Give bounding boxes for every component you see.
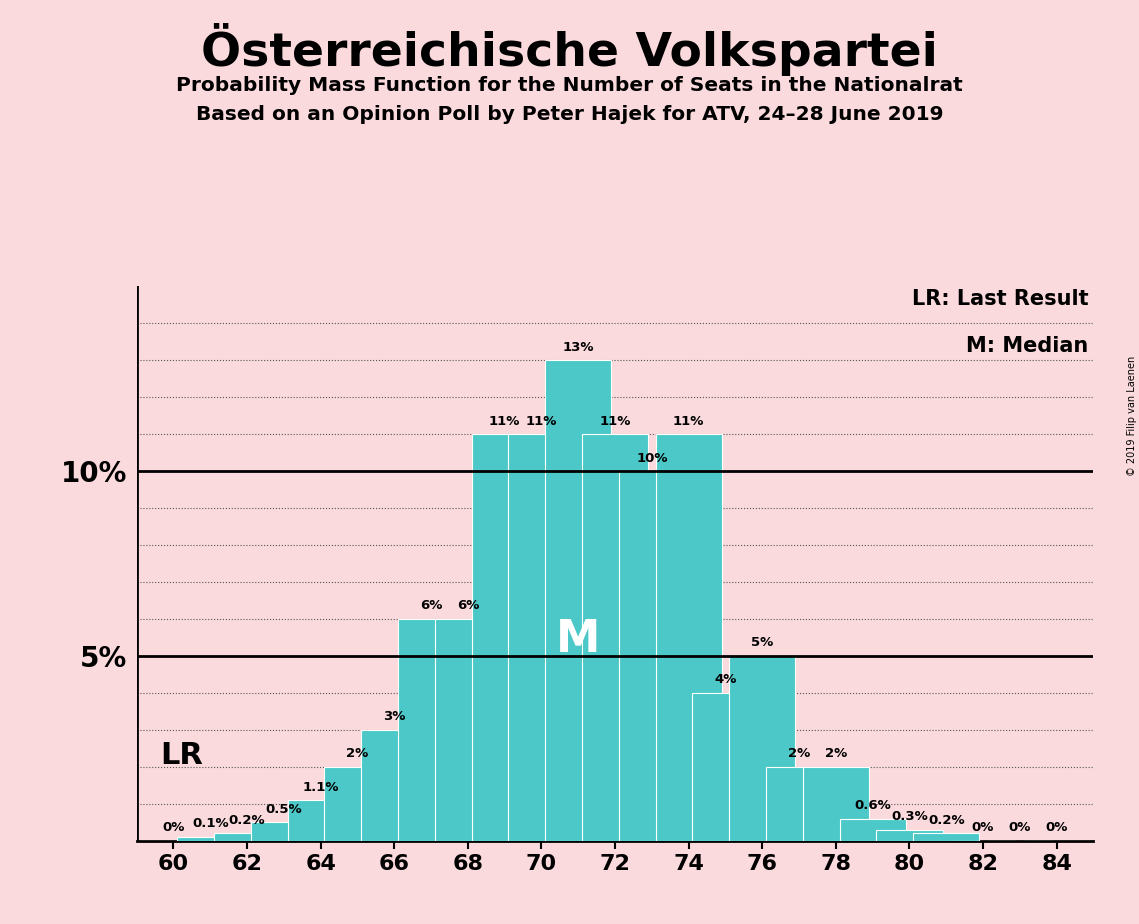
Text: 0%: 0% — [1046, 821, 1068, 834]
Bar — [251, 822, 317, 841]
Text: M: M — [556, 617, 600, 661]
Text: 2%: 2% — [788, 748, 810, 760]
Bar — [582, 434, 648, 841]
Text: 0.2%: 0.2% — [229, 814, 265, 827]
Bar — [765, 767, 833, 841]
Text: Probability Mass Function for the Number of Seats in the Nationalrat: Probability Mass Function for the Number… — [177, 76, 962, 95]
Bar — [508, 434, 574, 841]
Bar — [876, 830, 943, 841]
Text: Österreichische Volkspartei: Österreichische Volkspartei — [202, 23, 937, 76]
Text: 13%: 13% — [563, 341, 595, 354]
Text: © 2019 Filip van Laenen: © 2019 Filip van Laenen — [1128, 356, 1137, 476]
Bar — [398, 619, 465, 841]
Bar — [693, 693, 759, 841]
Text: 11%: 11% — [673, 415, 704, 428]
Text: 2%: 2% — [346, 748, 369, 760]
Text: 5%: 5% — [751, 637, 773, 650]
Text: 0%: 0% — [972, 821, 994, 834]
Bar — [435, 619, 501, 841]
Bar — [546, 360, 612, 841]
Bar — [618, 471, 685, 841]
Text: 0%: 0% — [1009, 821, 1031, 834]
Text: 0.2%: 0.2% — [928, 814, 965, 827]
Text: 0.1%: 0.1% — [192, 818, 229, 831]
Text: 2%: 2% — [825, 748, 847, 760]
Text: 11%: 11% — [599, 415, 631, 428]
Text: 0%: 0% — [162, 821, 185, 834]
Bar — [287, 800, 354, 841]
Text: 4%: 4% — [714, 674, 737, 687]
Bar — [803, 767, 869, 841]
Bar — [178, 837, 244, 841]
Text: 10%: 10% — [636, 452, 667, 465]
Text: M: Median: M: Median — [966, 336, 1089, 357]
Text: 0.3%: 0.3% — [891, 810, 928, 823]
Text: 11%: 11% — [489, 415, 521, 428]
Text: 6%: 6% — [457, 600, 480, 613]
Text: LR: Last Result: LR: Last Result — [912, 289, 1089, 310]
Text: Based on an Opinion Poll by Peter Hajek for ATV, 24–28 June 2019: Based on an Opinion Poll by Peter Hajek … — [196, 105, 943, 125]
Bar — [913, 833, 980, 841]
Text: LR: LR — [161, 741, 203, 771]
Text: 6%: 6% — [420, 600, 442, 613]
Text: 1.1%: 1.1% — [303, 781, 339, 794]
Text: 3%: 3% — [383, 711, 405, 723]
Text: 11%: 11% — [526, 415, 557, 428]
Bar — [656, 434, 722, 841]
Bar — [472, 434, 538, 841]
Text: 0.6%: 0.6% — [854, 799, 891, 812]
Bar — [839, 819, 906, 841]
Bar — [325, 767, 391, 841]
Bar — [729, 656, 795, 841]
Bar — [214, 833, 280, 841]
Bar — [361, 730, 427, 841]
Text: 0.5%: 0.5% — [265, 803, 302, 816]
